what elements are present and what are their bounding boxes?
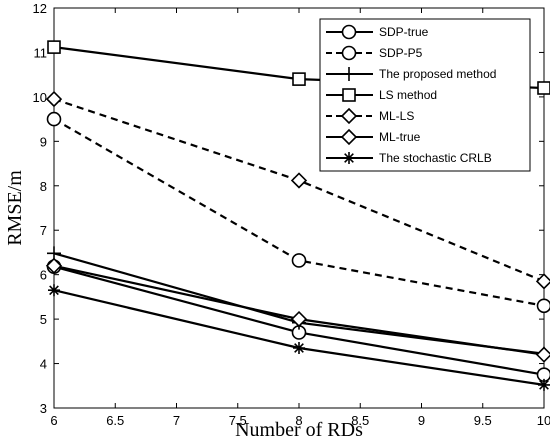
y-axis-title: RMSE/m bbox=[4, 170, 26, 246]
x-tick-label: 6.5 bbox=[106, 413, 124, 428]
data-point-the-stochastic-crlb bbox=[293, 342, 305, 354]
y-tick-label: 12 bbox=[33, 1, 47, 16]
legend-marker-the-proposed-method bbox=[342, 67, 356, 81]
series-ml-true bbox=[45, 257, 550, 363]
legend-label-ml-true: ML-true bbox=[379, 130, 421, 144]
data-point-the-stochastic-crlb bbox=[538, 378, 550, 391]
legend-label-sdp-p5: SDP-P5 bbox=[379, 46, 423, 60]
data-point-ml-true bbox=[45, 257, 63, 274]
y-tick-label: 7 bbox=[40, 223, 47, 238]
legend-label-the-stochastic-crlb: The stochastic CRLB bbox=[379, 151, 492, 165]
y-tick-label: 11 bbox=[34, 45, 48, 60]
legend-item-ml-true: ML-true bbox=[326, 128, 421, 146]
series-layer bbox=[45, 40, 550, 391]
x-tick-label: 7.5 bbox=[229, 413, 247, 428]
y-tick-label: 6 bbox=[40, 268, 47, 283]
legend: SDP-true SDP-P5 The proposed method LS meth… bbox=[319, 18, 531, 172]
legend-marker-ml-ls bbox=[340, 107, 358, 125]
legend-label-ls-method: LS method bbox=[379, 88, 437, 102]
y-tick-label: 4 bbox=[40, 357, 47, 372]
data-point-ls-method bbox=[537, 81, 550, 95]
data-point-ls-method bbox=[292, 72, 306, 86]
legend-label-sdp-true: SDP-true bbox=[379, 25, 429, 39]
x-tick-label: 6 bbox=[50, 413, 57, 428]
y-tick-label: 8 bbox=[40, 179, 47, 194]
data-point-sdp-p5 bbox=[536, 298, 550, 314]
axis-ticks: 6 6.5 7 7.5 8 8.5 9 9.5 10 3 4 5 6 7 8 9 10 11 12 bbox=[33, 1, 550, 428]
x-tick-label: 8.5 bbox=[351, 413, 369, 428]
legend-label-ml-ls: ML-LS bbox=[379, 109, 414, 123]
legend-marker-the-stochastic-crlb bbox=[343, 152, 355, 164]
x-tick-label: 9.5 bbox=[474, 413, 492, 428]
legend-item-the-stochastic-crlb: The stochastic CRLB bbox=[326, 151, 492, 165]
y-tick-label: 3 bbox=[40, 401, 47, 416]
legend-item-ls-method: LS method bbox=[326, 88, 437, 102]
data-point-ml-ls bbox=[45, 90, 63, 108]
legend-marker-ls-method bbox=[342, 88, 356, 102]
x-tick-label: 7 bbox=[173, 413, 180, 428]
y-tick-label: 9 bbox=[40, 134, 47, 149]
legend-marker-sdp-true bbox=[341, 24, 357, 40]
x-tick-label: 10 bbox=[537, 413, 550, 428]
legend-marker-sdp-p5 bbox=[341, 45, 357, 61]
legend-item-sdp-true: SDP-true bbox=[326, 24, 429, 40]
y-tick-label: 5 bbox=[40, 312, 47, 327]
series-sdp-p5 bbox=[46, 111, 550, 314]
x-tick-label: 8 bbox=[295, 413, 302, 428]
series-ml-ls bbox=[45, 90, 550, 290]
data-point-sdp-p5 bbox=[291, 253, 307, 268]
data-point-ml-ls bbox=[535, 273, 550, 290]
legend-item-ml-ls: ML-LS bbox=[326, 107, 414, 125]
data-point-the-stochastic-crlb bbox=[48, 284, 60, 297]
series-the-stochastic-crlb bbox=[48, 284, 550, 391]
x-tick-label: 9 bbox=[418, 413, 425, 428]
legend-item-sdp-p5: SDP-P5 bbox=[326, 45, 423, 61]
y-tick-label: 10 bbox=[33, 90, 47, 105]
data-point-sdp-p5 bbox=[46, 111, 62, 127]
data-point-ml-ls bbox=[290, 172, 308, 189]
x-axis-title: Number of RDs bbox=[235, 419, 363, 441]
data-point-ml-true bbox=[290, 310, 308, 328]
data-point-ml-true bbox=[535, 346, 550, 363]
legend-marker-ml-true bbox=[340, 128, 358, 146]
legend-label-the-proposed-method: The proposed method bbox=[379, 67, 496, 81]
legend-item-the-proposed-method: The proposed method bbox=[326, 67, 496, 81]
data-point-ls-method bbox=[47, 40, 61, 54]
